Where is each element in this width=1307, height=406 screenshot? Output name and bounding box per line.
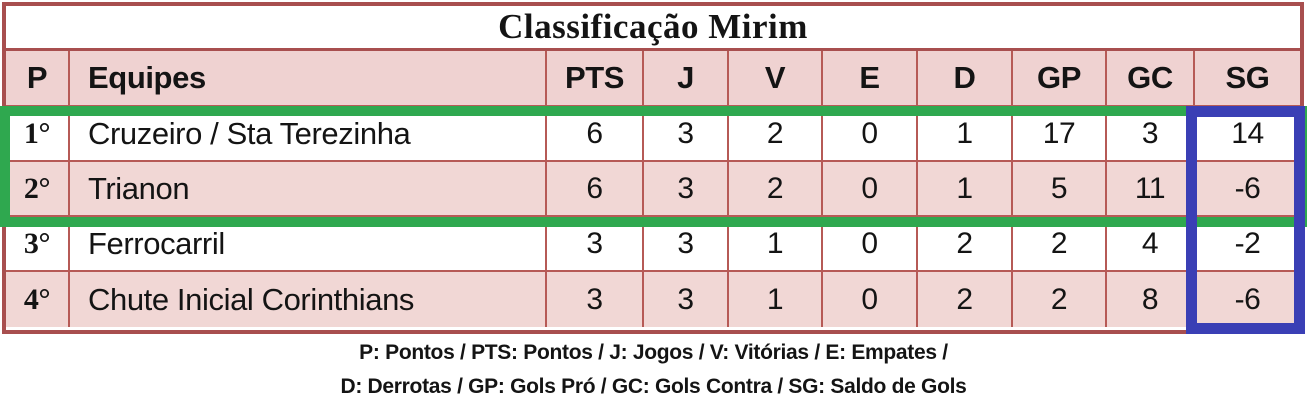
cell-pts: 6 [547,162,644,217]
cell-games: 3 [644,162,729,217]
standings-grid: P Equipes PTS J V E D GP GC SG 1° Cruzei… [6,51,1300,327]
header-goal-diff: SG [1195,51,1300,107]
legend-line-1: P: Pontos / PTS: Pontos / J: Jogos / V: … [359,341,948,364]
header-draws: E [823,51,918,107]
cell-goal-diff: -6 [1195,162,1300,217]
cell-goal-diff: -6 [1195,272,1300,327]
cell-losses: 2 [918,217,1013,272]
cell-team: Cruzeiro / Sta Terezinha [70,107,547,162]
cell-wins: 1 [729,217,823,272]
header-position: P [6,51,70,107]
standings-table: Classificação Mirim P Equipes PTS J V E … [2,2,1304,334]
legend-line-2: D: Derrotas / GP: Gols Pró / GC: Gols Co… [340,375,967,398]
legend: P: Pontos / PTS: Pontos / J: Jogos / V: … [0,336,1307,404]
cell-losses: 2 [918,272,1013,327]
cell-team: Chute Inicial Corinthians [70,272,547,327]
cell-pts: 3 [547,272,644,327]
cell-position: 4° [6,272,70,327]
header-teams: Equipes [70,51,547,107]
cell-team: Trianon [70,162,547,217]
cell-position: 1° [6,107,70,162]
cell-goals-against: 8 [1107,272,1195,327]
table-title: Classificação Mirim [6,6,1300,51]
header-goals-against: GC [1107,51,1195,107]
cell-games: 3 [644,272,729,327]
cell-draws: 0 [823,162,918,217]
cell-goals-for: 2 [1013,272,1107,327]
cell-draws: 0 [823,107,918,162]
cell-goals-for: 2 [1013,217,1107,272]
cell-pts: 6 [547,107,644,162]
header-games: J [644,51,729,107]
cell-goals-against: 4 [1107,217,1195,272]
cell-wins: 2 [729,162,823,217]
cell-goals-against: 3 [1107,107,1195,162]
cell-position: 3° [6,217,70,272]
cell-losses: 1 [918,107,1013,162]
cell-position: 2° [6,162,70,217]
cell-draws: 0 [823,217,918,272]
cell-goals-for: 17 [1013,107,1107,162]
cell-team: Ferrocarril [70,217,547,272]
cell-wins: 2 [729,107,823,162]
cell-goals-for: 5 [1013,162,1107,217]
cell-pts: 3 [547,217,644,272]
cell-wins: 1 [729,272,823,327]
header-pts: PTS [547,51,644,107]
cell-goal-diff: -2 [1195,217,1300,272]
header-goals-for: GP [1013,51,1107,107]
cell-goal-diff: 14 [1195,107,1300,162]
cell-draws: 0 [823,272,918,327]
cell-games: 3 [644,107,729,162]
header-losses: D [918,51,1013,107]
cell-losses: 1 [918,162,1013,217]
cell-goals-against: 11 [1107,162,1195,217]
cell-games: 3 [644,217,729,272]
header-wins: V [729,51,823,107]
